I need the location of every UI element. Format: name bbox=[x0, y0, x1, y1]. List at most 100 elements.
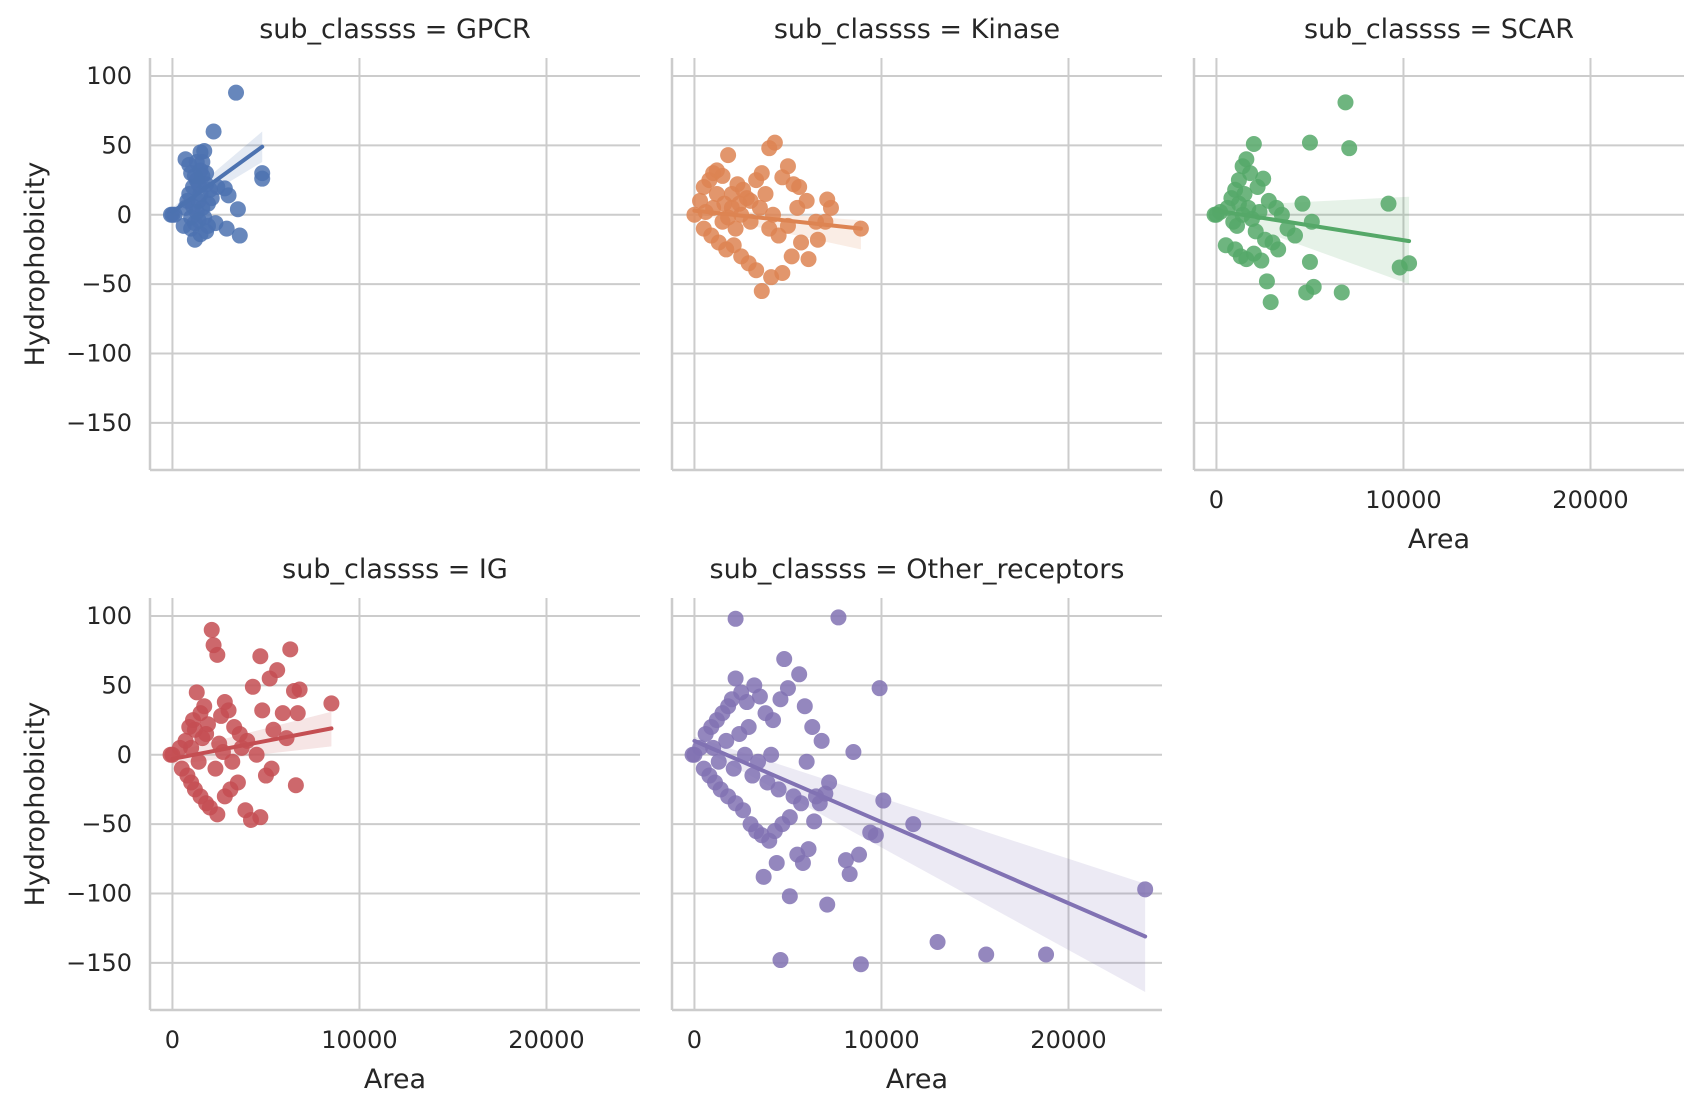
data-point bbox=[1238, 151, 1255, 168]
data-point bbox=[1242, 165, 1259, 182]
data-point bbox=[731, 195, 748, 212]
data-point bbox=[800, 251, 817, 268]
y-tick-label: 50 bbox=[101, 131, 132, 159]
data-point bbox=[186, 721, 203, 738]
x-axis-label: Area bbox=[886, 1064, 948, 1095]
data-point bbox=[753, 283, 770, 300]
data-point bbox=[774, 265, 791, 282]
data-point bbox=[199, 217, 216, 234]
data-point bbox=[770, 781, 787, 798]
data-point bbox=[800, 841, 817, 858]
data-point bbox=[791, 179, 808, 196]
data-point bbox=[1305, 278, 1322, 295]
data-point bbox=[978, 946, 995, 963]
facet-panel-0: sub_classss = GPCR 100 50 0 −50 −100 −150 Hydro… bbox=[20, 14, 640, 472]
data-point bbox=[841, 866, 858, 883]
data-point bbox=[1380, 195, 1397, 212]
x-axis-label: Area bbox=[1408, 524, 1470, 555]
data-point bbox=[809, 231, 826, 248]
data-point bbox=[710, 753, 727, 770]
facet-title: sub_classss = Kinase bbox=[774, 14, 1060, 45]
data-point bbox=[1236, 185, 1253, 202]
x-tick-label: 0 bbox=[1209, 486, 1224, 514]
data-layer bbox=[1206, 94, 1418, 311]
regression-line bbox=[170, 144, 265, 214]
data-point bbox=[776, 651, 793, 668]
x-tick-label: 0 bbox=[687, 1026, 702, 1054]
facet-panel-4: sub_classss = Other_receptors 0 10000 20000… bbox=[670, 554, 1162, 1095]
data-point bbox=[804, 719, 821, 736]
data-point bbox=[1401, 255, 1418, 272]
data-point bbox=[748, 262, 765, 279]
data-point bbox=[1253, 252, 1270, 269]
y-tick-label: −150 bbox=[66, 409, 132, 437]
facet-title: sub_classss = IG bbox=[282, 554, 508, 585]
facet-title: sub_classss = Other_receptors bbox=[710, 554, 1125, 585]
y-tick-label: −100 bbox=[66, 339, 132, 367]
data-point bbox=[1245, 136, 1262, 153]
data-point bbox=[209, 806, 226, 823]
data-point bbox=[793, 234, 810, 251]
data-point bbox=[905, 816, 922, 833]
data-point bbox=[714, 167, 731, 184]
regression-line bbox=[170, 726, 334, 761]
x-tick-label: 10000 bbox=[1365, 486, 1441, 514]
data-point bbox=[772, 952, 789, 969]
data-point bbox=[768, 854, 785, 871]
data-point bbox=[718, 732, 735, 749]
regression-line bbox=[1214, 208, 1412, 244]
data-point bbox=[248, 746, 265, 763]
data-point bbox=[798, 753, 815, 770]
data-point bbox=[207, 760, 224, 777]
x-tick-label: 20000 bbox=[1552, 486, 1628, 514]
data-point bbox=[738, 694, 755, 711]
data-point bbox=[252, 648, 269, 665]
data-point bbox=[188, 684, 205, 701]
data-point bbox=[1258, 273, 1275, 290]
data-point bbox=[794, 854, 811, 871]
data-point bbox=[231, 227, 248, 244]
data-point bbox=[185, 198, 202, 215]
data-point bbox=[1262, 294, 1279, 311]
data-point bbox=[183, 739, 200, 756]
data-point bbox=[791, 666, 808, 683]
data-point bbox=[806, 813, 823, 830]
data-point bbox=[289, 705, 306, 722]
data-point bbox=[764, 712, 781, 729]
data-point bbox=[263, 760, 280, 777]
data-point bbox=[822, 199, 839, 216]
y-axis-label: Hydrophobicity bbox=[20, 162, 51, 367]
data-point bbox=[727, 610, 744, 627]
data-point bbox=[244, 678, 261, 695]
data-point bbox=[757, 185, 774, 202]
data-point bbox=[781, 809, 798, 826]
y-tick-label: −150 bbox=[66, 949, 132, 977]
data-point bbox=[751, 688, 768, 705]
facet-title: sub_classss = GPCR bbox=[259, 14, 531, 45]
data-point bbox=[254, 170, 271, 187]
data-point bbox=[753, 165, 770, 182]
data-point bbox=[229, 201, 246, 218]
data-point bbox=[203, 621, 220, 638]
data-point bbox=[875, 792, 892, 809]
data-point bbox=[209, 646, 226, 663]
y-tick-label: 100 bbox=[86, 62, 132, 90]
data-point bbox=[751, 199, 768, 216]
x-tick-label: 10000 bbox=[843, 1026, 919, 1054]
data-point bbox=[190, 753, 207, 770]
data-point bbox=[727, 670, 744, 687]
x-axis-label: Area bbox=[364, 1064, 426, 1095]
data-point bbox=[929, 934, 946, 951]
data-point bbox=[783, 248, 800, 265]
data-layer bbox=[162, 621, 340, 828]
data-point bbox=[1255, 170, 1272, 187]
data-point bbox=[837, 852, 854, 869]
data-point bbox=[252, 809, 269, 826]
data-point bbox=[1301, 253, 1318, 270]
x-tick-label: 20000 bbox=[1030, 1026, 1106, 1054]
regression-line bbox=[692, 208, 863, 231]
data-point bbox=[254, 702, 271, 719]
data-point bbox=[1337, 94, 1354, 111]
data-point bbox=[269, 662, 286, 679]
data-point bbox=[291, 681, 308, 698]
